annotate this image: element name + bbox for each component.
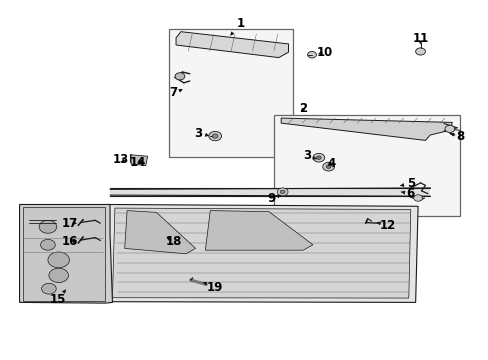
- Text: 7: 7: [169, 86, 182, 99]
- Text: 1: 1: [230, 17, 244, 35]
- Circle shape: [325, 165, 330, 168]
- Text: 8: 8: [450, 130, 464, 143]
- Text: 17: 17: [61, 217, 78, 230]
- Text: 16: 16: [61, 235, 78, 248]
- Text: 2: 2: [299, 102, 306, 114]
- Text: 15: 15: [49, 290, 66, 306]
- Bar: [110, 188, 429, 196]
- Circle shape: [307, 51, 316, 58]
- Circle shape: [415, 48, 425, 55]
- Text: 11: 11: [411, 32, 428, 45]
- Polygon shape: [105, 204, 417, 302]
- Circle shape: [41, 283, 56, 294]
- Polygon shape: [131, 155, 147, 166]
- Text: 5: 5: [400, 177, 414, 190]
- Text: 12: 12: [376, 219, 395, 231]
- Polygon shape: [112, 208, 410, 298]
- Circle shape: [277, 188, 287, 196]
- Text: 13: 13: [113, 153, 129, 166]
- Circle shape: [316, 156, 321, 159]
- Bar: [168, 29, 293, 157]
- Circle shape: [444, 125, 454, 132]
- Circle shape: [175, 73, 184, 80]
- Circle shape: [312, 153, 324, 162]
- Polygon shape: [205, 211, 312, 250]
- Text: 4: 4: [327, 157, 335, 170]
- Text: 19: 19: [203, 281, 223, 294]
- Polygon shape: [281, 118, 451, 140]
- Text: 6: 6: [400, 187, 414, 200]
- Polygon shape: [124, 211, 195, 254]
- Text: 3: 3: [303, 149, 316, 162]
- Circle shape: [41, 239, 55, 250]
- Text: 9: 9: [267, 192, 280, 205]
- Circle shape: [280, 190, 285, 194]
- Text: 10: 10: [316, 46, 333, 59]
- Polygon shape: [20, 204, 112, 303]
- Polygon shape: [23, 207, 105, 301]
- Circle shape: [48, 252, 69, 268]
- Circle shape: [413, 195, 422, 201]
- Text: 3: 3: [194, 127, 208, 140]
- Bar: [273, 115, 459, 216]
- Polygon shape: [176, 32, 288, 58]
- Text: 18: 18: [165, 235, 182, 248]
- Circle shape: [208, 131, 221, 141]
- Circle shape: [212, 134, 218, 138]
- Text: 14: 14: [129, 156, 146, 169]
- Circle shape: [39, 220, 57, 233]
- Circle shape: [322, 162, 334, 171]
- Circle shape: [49, 268, 68, 283]
